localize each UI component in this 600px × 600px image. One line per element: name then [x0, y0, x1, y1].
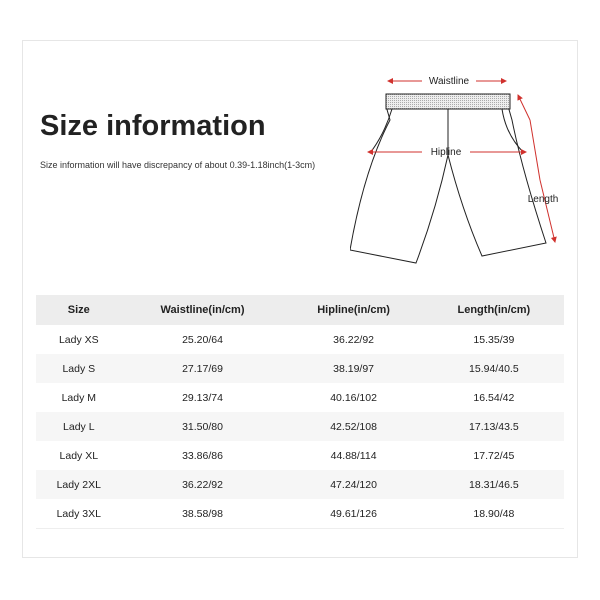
cell-length: 18.31/46.5 [423, 470, 564, 499]
content-frame [22, 40, 578, 558]
waistline-label: Waistline [429, 76, 470, 87]
table-row: Lady XS 25.20/64 36.22/92 15.35/39 [36, 325, 564, 354]
size-table: Size Waistline(in/cm) Hipline(in/cm) Len… [36, 295, 564, 529]
shorts-illustration [350, 93, 547, 264]
cell-waistline: 25.20/64 [182, 333, 223, 346]
header-length: Length(in/cm) [423, 295, 564, 325]
cell-waistline: 36.22/92 [121, 470, 284, 499]
cell-hipline: 49.61/126 [283, 499, 424, 529]
cell-size: Lady 3XL [36, 499, 122, 529]
cell-length: 15.94/40.5 [423, 354, 564, 383]
cell-size: Lady S [36, 354, 122, 383]
shorts-measurement-diagram: Waistline Hipline Length [350, 76, 559, 264]
cell-length: 18.90/48 [423, 499, 564, 529]
table-row: Lady M 29.13/74 40.16/102 16.54/42 [36, 383, 564, 412]
header-waistline: Waistline(in/cm) [121, 295, 284, 325]
cell-length: 17.13/43.5 [423, 412, 564, 441]
table-header-row: Size Waistline(in/cm) Hipline(in/cm) Len… [36, 295, 564, 325]
cell-hipline: 47.24/120 [283, 470, 424, 499]
cell-hipline: 38.19/97 [283, 354, 424, 383]
length-arrow [517, 94, 557, 243]
hipline-label: Hipline [431, 147, 462, 158]
cell-length: 16.54/42 [473, 391, 515, 404]
table-row: Lady XL 33.86/86 44.88/114 17.72/45 [36, 441, 564, 470]
cell-size: Lady L [36, 412, 122, 441]
table-row: Lady 2XL 36.22/92 47.24/120 18.31/46.5 [36, 470, 564, 499]
cell-waistline: 31.50/80 [121, 412, 284, 441]
table-row: Lady L 31.50/80 42.52/108 17.13/43.5 [36, 412, 564, 441]
table-row: Lady 3XL 38.58/98 49.61/126 18.90/48 [36, 499, 564, 529]
cell-size: Lady 2XL [36, 470, 122, 499]
page-title: Size information [40, 110, 266, 142]
table-row: Lady S 27.17/69 38.19/97 15.94/40.5 [36, 354, 564, 383]
cell-length: 17.72/45 [473, 449, 515, 462]
header-size: Size [36, 295, 122, 325]
cell-hipline: 36.22/92 [333, 333, 375, 346]
cell-waistline: 38.58/98 [121, 499, 284, 529]
cell-size: Lady XL [59, 449, 99, 462]
cell-size: Lady M [61, 391, 96, 404]
size-note: Size information will have discrepancy o… [40, 160, 316, 170]
cell-length: 15.35/39 [473, 333, 515, 346]
cell-waistline: 29.13/74 [182, 391, 223, 404]
cell-hipline: 42.52/108 [283, 412, 424, 441]
cell-waistline: 27.17/69 [121, 354, 284, 383]
cell-waistline: 33.86/86 [182, 449, 223, 462]
cell-size: Lady XS [58, 333, 99, 346]
length-label: Length [528, 194, 559, 205]
cell-hipline: 40.16/102 [330, 391, 377, 404]
cell-hipline: 44.88/114 [330, 449, 377, 462]
header-hipline: Hipline(in/cm) [283, 295, 424, 325]
